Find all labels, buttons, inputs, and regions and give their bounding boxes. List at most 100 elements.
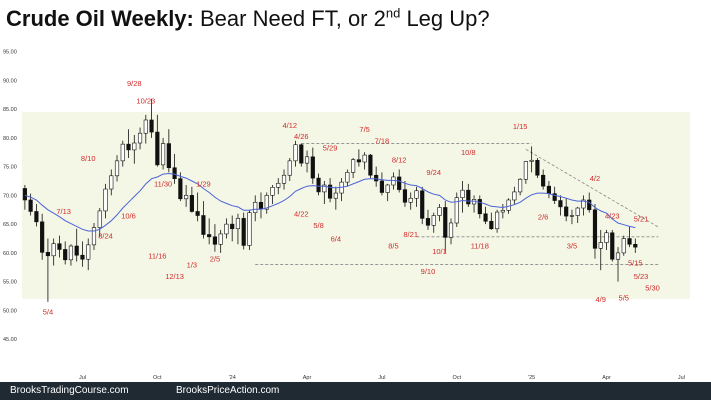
bull-candle: [235, 218, 241, 230]
y-tick-label: 55.00: [3, 280, 17, 286]
date-annotation: 6/4: [331, 234, 341, 243]
bear-candle: [299, 144, 304, 164]
bull-candle: [500, 210, 505, 213]
bull-candle: [362, 154, 367, 163]
bear-candle: [633, 243, 638, 248]
date-annotation: 7/18: [375, 137, 390, 146]
bull-candle: [322, 184, 327, 193]
date-annotation: 4/26: [294, 132, 309, 141]
bear-candle: [535, 159, 540, 176]
x-tick-label: Apr: [303, 375, 312, 380]
bear-candle: [63, 249, 68, 261]
bear-candle: [172, 167, 177, 179]
title-bold: Crude Oil Weekly:: [6, 6, 194, 31]
date-annotation: 11/16: [148, 252, 166, 261]
bull-candle: [506, 199, 511, 211]
bull-candle: [253, 201, 258, 213]
bull-candle: [304, 156, 310, 164]
title-text-before: Bear Need FT, or 2: [193, 6, 386, 31]
bear-candle: [126, 143, 131, 151]
bull-candle: [621, 238, 626, 254]
dashed-line: [525, 148, 659, 228]
footer-bar: BrooksTradingCourse.com BrooksPriceActio…: [0, 382, 711, 400]
date-annotation: 5/29: [323, 143, 338, 152]
bear-candle: [587, 199, 592, 211]
x-tick-label: Jul: [378, 375, 385, 380]
y-tick-label: 95.00: [3, 50, 17, 56]
bear-candle: [546, 185, 551, 194]
bear-candle: [425, 218, 431, 226]
bear-candle: [592, 209, 598, 249]
date-annotation: 2/6: [538, 213, 548, 222]
y-tick-label: 85.00: [3, 107, 17, 113]
bear-candle: [230, 223, 235, 230]
bull-candle: [161, 143, 166, 166]
date-annotation: 7/13: [56, 207, 71, 216]
footer-right-link[interactable]: BrooksPriceAction.com: [176, 385, 280, 396]
bull-candle: [287, 160, 292, 176]
bull-candle: [604, 232, 609, 243]
date-annotation: 4/23: [605, 211, 620, 220]
bull-candle: [431, 215, 436, 226]
chart-title: Crude Oil Weekly: Bear Need FT, or 2nd L…: [6, 2, 490, 36]
date-annotation: 5/4: [43, 307, 53, 316]
date-annotation: 10/23: [136, 96, 155, 105]
bull-candle: [523, 161, 528, 180]
date-annotation: 12/13: [165, 272, 184, 281]
x-tick-label: Oct: [153, 375, 162, 380]
bear-candle: [80, 254, 85, 260]
bear-candle: [466, 189, 471, 205]
y-tick-label: 75.00: [3, 165, 17, 171]
bear-candle: [627, 238, 632, 245]
bear-candle: [558, 200, 563, 208]
bull-candle: [247, 212, 252, 246]
bear-candle: [40, 221, 45, 253]
bull-candle: [218, 233, 223, 245]
date-annotation: 4/12: [282, 121, 297, 130]
bear-candle: [316, 177, 321, 193]
bull-candle: [581, 199, 586, 209]
bear-candle: [477, 199, 482, 215]
bull-candle: [437, 207, 442, 216]
bear-candle: [57, 243, 62, 250]
bull-candle: [598, 242, 603, 249]
date-annotation: 10/8: [461, 148, 476, 157]
bear-candle: [610, 232, 615, 260]
bull-candle: [408, 197, 413, 203]
bear-candle: [310, 156, 315, 179]
y-tick-label: 45.00: [3, 337, 17, 343]
bull-candle: [51, 243, 56, 257]
bull-candle: [91, 227, 97, 246]
x-tick-label: Oct: [452, 375, 461, 380]
date-annotation: 5/15: [628, 259, 643, 268]
footer-left-link[interactable]: BrooksTradingCourse.com: [10, 385, 129, 396]
bull-candle: [518, 178, 523, 193]
date-annotation: 4/9: [596, 295, 606, 304]
y-tick-label: 70.00: [3, 193, 17, 199]
date-annotation: 11/30: [154, 180, 172, 189]
bull-candle: [345, 172, 350, 183]
date-annotation: 5/23: [634, 272, 649, 281]
date-annotation: 1/15: [513, 122, 528, 131]
date-annotation: 3/5: [567, 241, 577, 250]
bear-candle: [155, 131, 160, 166]
bull-candle: [97, 210, 102, 228]
date-annotation: 9/28: [127, 79, 142, 88]
bear-candle: [397, 176, 402, 190]
bear-candle: [149, 119, 154, 133]
bear-candle: [564, 206, 569, 217]
bear-candle: [34, 211, 39, 223]
bull-candle: [385, 184, 390, 193]
bear-candle: [22, 188, 27, 201]
bull-candle: [68, 245, 74, 261]
bear-candle: [166, 143, 171, 169]
bear-candle: [483, 213, 488, 222]
bear-candle: [552, 193, 557, 201]
bull-candle: [270, 187, 275, 196]
bear-candle: [258, 201, 264, 210]
bear-candle: [195, 211, 200, 216]
date-annotation: 5/30: [645, 283, 660, 292]
bull-candle: [495, 211, 500, 230]
bull-candle: [569, 215, 575, 217]
bear-candle: [402, 189, 408, 203]
